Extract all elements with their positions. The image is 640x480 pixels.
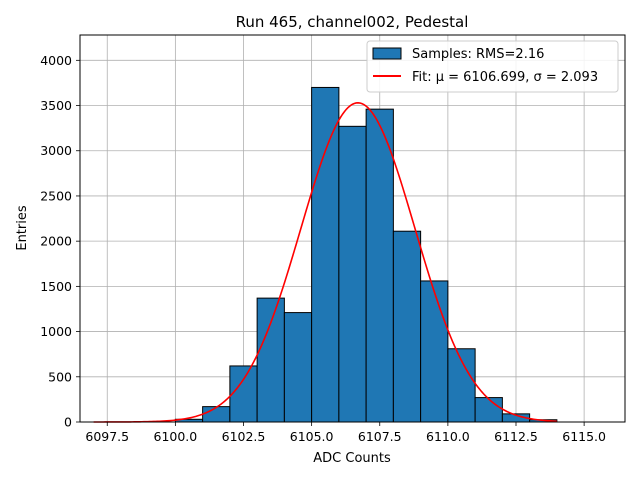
histogram-bar (365, 108, 394, 423)
legend-box (366, 40, 619, 93)
x-tick-label: 6115.0 (562, 429, 606, 444)
x-axis-label: ADC Counts (313, 451, 391, 466)
y-axis-label: Entries (15, 205, 30, 251)
x-tick-label: 6107.5 (358, 429, 402, 444)
y-axis-ticks: 0 500 1000 1500 2000 2500 3000 3500 4000 (40, 53, 80, 430)
y-tick-label: 3000 (40, 143, 72, 158)
legend-label-fit: Fit: μ = 6106.699, σ = 2.093 (412, 70, 598, 85)
gaussian-fit-curve (93, 102, 557, 423)
y-tick-label: 1000 (40, 324, 72, 339)
y-tick-label: 3500 (40, 98, 72, 113)
x-tick-label: 6097.5 (85, 429, 129, 444)
y-tick-label: 0 (64, 415, 72, 430)
histogram-bars (174, 86, 558, 423)
legend-label-samples: Samples: RMS=2.16 (412, 47, 544, 62)
y-tick-label: 2500 (40, 188, 72, 203)
x-tick-label: 6110.0 (426, 429, 470, 444)
histogram-bar (256, 297, 285, 423)
plot-frame (79, 34, 626, 423)
histogram-bar (420, 280, 449, 423)
histogram-bar (229, 365, 258, 423)
histogram-bar (311, 86, 340, 423)
histogram-bar (283, 312, 313, 423)
x-tick-label: 6112.5 (494, 429, 538, 444)
fit-curve-layer (93, 102, 557, 423)
y-tick-label: 2000 (40, 234, 72, 249)
x-tick-label: 6102.5 (222, 429, 266, 444)
y-tick-label: 500 (48, 369, 72, 384)
chart-title: Run 465, channel002, Pedestal (236, 13, 469, 31)
y-tick-label: 1500 (40, 279, 72, 294)
histogram-bar (392, 230, 422, 423)
legend-swatch-samples (372, 47, 402, 60)
histogram-bar (202, 406, 231, 423)
y-tick-label: 4000 (40, 53, 72, 68)
x-tick-label: 6100.0 (154, 429, 198, 444)
x-tick-label: 6105.0 (290, 429, 334, 444)
x-axis-ticks: 6097.5 6100.0 6102.5 6105.0 6107.5 6110.0 6112… (85, 422, 606, 444)
legend: Samples: RMS=2.16 Fit: μ = 6106.699, σ =… (366, 40, 619, 93)
histogram-bar (338, 125, 367, 423)
histogram-bar (474, 397, 503, 423)
